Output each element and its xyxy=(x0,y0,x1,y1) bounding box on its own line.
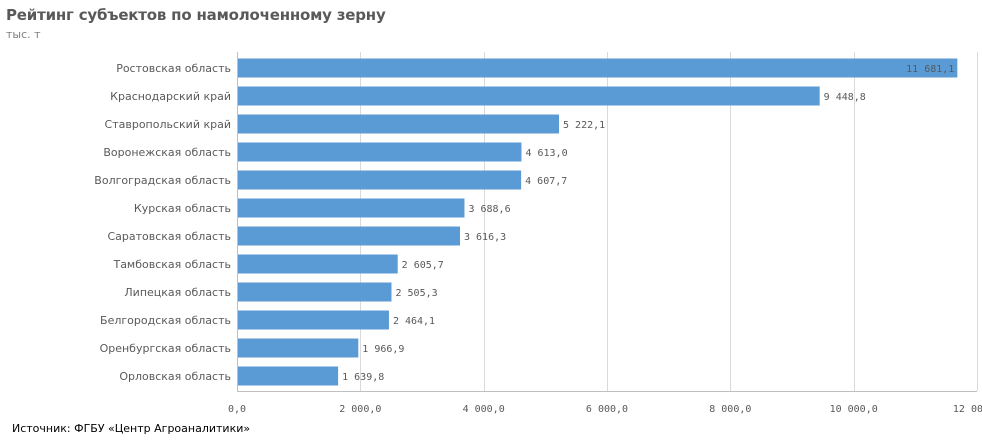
bar[interactable] xyxy=(238,226,461,246)
source-note: Источник: ФГБУ «Центр Агроаналитики» xyxy=(12,422,251,435)
x-tick-label: 4 000,0 xyxy=(463,404,505,415)
bar[interactable] xyxy=(238,58,958,78)
category-label: Краснодарский край xyxy=(110,90,231,103)
bar[interactable] xyxy=(238,366,339,386)
bar[interactable] xyxy=(238,310,389,330)
category-label: Ставропольский край xyxy=(105,118,231,131)
chart-subtitle: тыс. т xyxy=(6,28,41,41)
chart-title: Рейтинг субъектов по намолоченному зерну xyxy=(6,6,386,24)
bar[interactable] xyxy=(238,282,392,302)
category-label: Курская область xyxy=(134,202,231,215)
x-tick-label: 12 000,0 xyxy=(953,404,982,415)
bar[interactable] xyxy=(238,114,560,134)
category-label: Тамбовская область xyxy=(112,258,231,271)
data-label: 3 616,3 xyxy=(464,232,506,243)
bar[interactable] xyxy=(238,338,359,358)
data-label: 2 605,7 xyxy=(402,260,444,271)
category-label: Ростовская область xyxy=(116,62,231,75)
x-tick-label: 8 000,0 xyxy=(709,404,751,415)
x-tick-label: 10 000,0 xyxy=(830,404,878,415)
category-label: Саратовская область xyxy=(107,230,231,243)
bar[interactable] xyxy=(238,254,398,274)
category-label: Оренбургская область xyxy=(100,342,231,355)
data-label: 2 464,1 xyxy=(393,316,435,327)
x-tick-label: 0,0 xyxy=(228,404,246,415)
x-tick-label: 6 000,0 xyxy=(586,404,628,415)
data-label: 2 505,3 xyxy=(395,288,437,299)
bar[interactable] xyxy=(238,86,820,106)
x-tick-label: 2 000,0 xyxy=(339,404,381,415)
data-label: 11 681,1 xyxy=(906,64,954,75)
category-label: Волгоградская область xyxy=(94,174,231,187)
category-label: Белгородская область xyxy=(100,314,231,327)
category-label: Орловская область xyxy=(119,370,231,383)
data-label: 4 607,7 xyxy=(525,176,567,187)
category-label: Липецкая область xyxy=(124,286,231,299)
data-label: 5 222,1 xyxy=(563,120,605,131)
data-label: 1 966,9 xyxy=(362,344,404,355)
data-label: 3 688,6 xyxy=(468,204,510,215)
data-label: 1 639,8 xyxy=(342,372,384,383)
bar[interactable] xyxy=(238,170,522,190)
category-label: Воронежская область xyxy=(103,146,231,159)
bar[interactable] xyxy=(238,142,522,162)
data-label: 4 613,0 xyxy=(525,148,567,159)
bar[interactable] xyxy=(238,198,465,218)
data-label: 9 448,8 xyxy=(824,92,866,103)
